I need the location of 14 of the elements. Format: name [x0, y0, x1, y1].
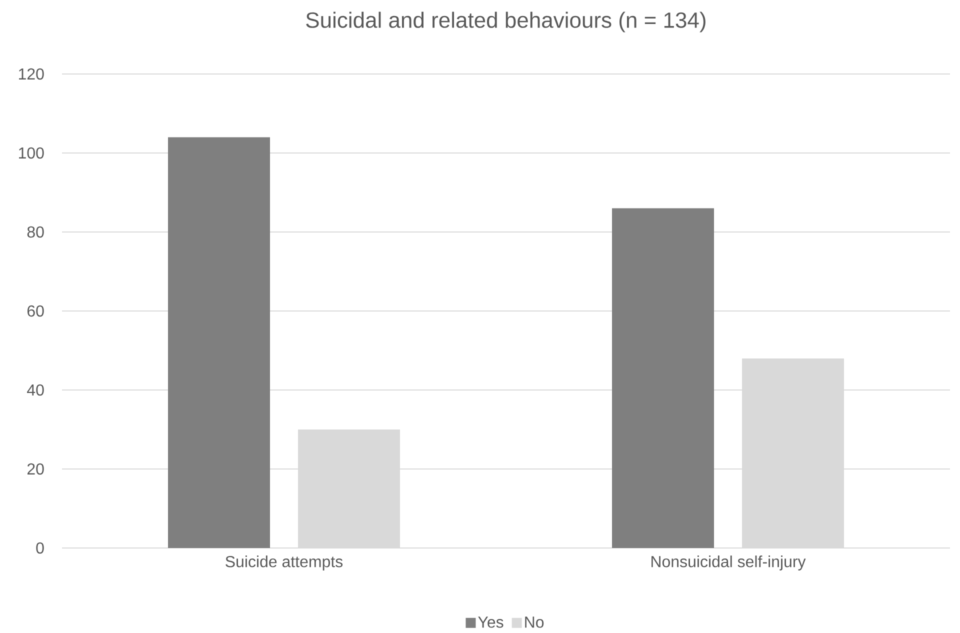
chart-title: Suicidal and related behaviours (n = 134) [306, 12, 706, 32]
legend-label: No [525, 616, 544, 628]
y-tick-label: 20 [27, 463, 44, 475]
y-tick-label: 40 [27, 384, 44, 396]
y-tick-label: 0 [36, 542, 44, 554]
x-tick-label: Nonsuicidal self-injury [652, 555, 806, 570]
y-tick-label: 80 [27, 226, 44, 238]
y-tick-label: 120 [19, 68, 44, 80]
bar [168, 137, 270, 548]
y-tick-label: 100 [19, 147, 44, 159]
y-tick-label: 60 [27, 305, 44, 317]
bar [612, 208, 714, 548]
legend-label: Yes [478, 616, 504, 628]
x-tick-label: Suicide attempts [226, 555, 343, 570]
